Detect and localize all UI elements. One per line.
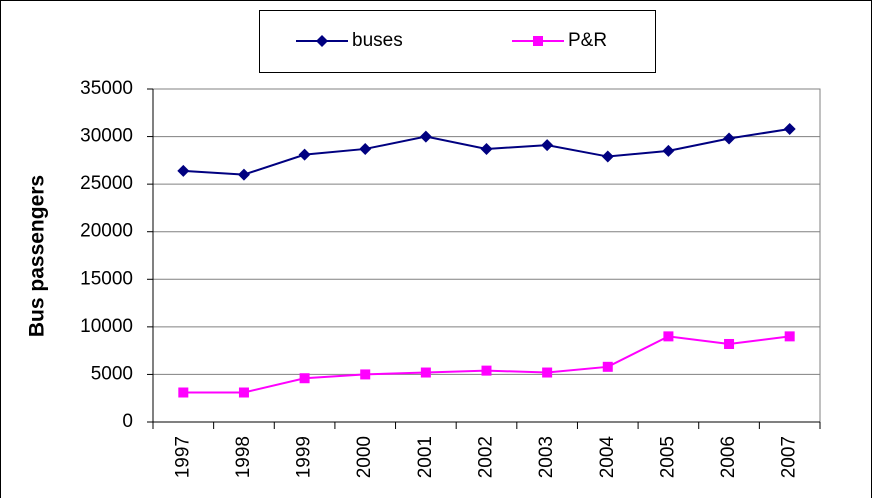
y-tick-label: 5000 [91,363,133,384]
data-point [237,168,250,181]
x-tick-label: 1997 [172,436,193,478]
legend-label: buses [352,30,403,51]
x-tick-label: 2005 [657,436,678,478]
x-tick-label: 2004 [597,436,618,479]
data-point [541,139,554,152]
data-point [724,338,735,349]
data-point [784,331,795,342]
x-tick-label: 2000 [354,436,375,478]
y-axis-label: Bus passengers [26,175,49,337]
data-point [238,387,249,398]
data-point [662,144,675,157]
x-tick-label: 2006 [718,436,739,478]
data-point [783,122,796,135]
x-tick-label: 2007 [779,436,800,478]
data-point [359,142,372,155]
y-tick-label: 35000 [80,78,133,99]
data-point [601,150,614,163]
data-point [177,164,190,177]
data-point [419,130,432,143]
data-point [533,36,543,46]
y-tick-label: 15000 [80,268,133,289]
data-point [299,373,310,384]
y-tick-label: 20000 [80,221,133,242]
data-point [542,367,553,378]
y-tick-label: 25000 [80,173,133,194]
data-point [360,369,371,380]
data-point [480,142,493,155]
x-tick-label: 2001 [415,436,436,478]
data-point [316,35,328,47]
data-point [602,361,613,372]
data-point [178,387,189,398]
x-tick-label: 1999 [294,436,315,478]
data-point [663,331,674,342]
data-point [481,365,492,376]
y-tick-label: 10000 [80,316,133,337]
data-point [723,132,736,145]
legend-label: P&R [568,30,607,51]
x-tick-label: 1998 [233,436,254,478]
y-tick-label: 0 [122,411,133,432]
x-tick-label: 2003 [536,436,557,478]
data-point [298,148,311,161]
y-tick-label: 30000 [80,126,133,147]
x-tick-label: 2002 [476,436,497,478]
data-point [420,367,431,378]
